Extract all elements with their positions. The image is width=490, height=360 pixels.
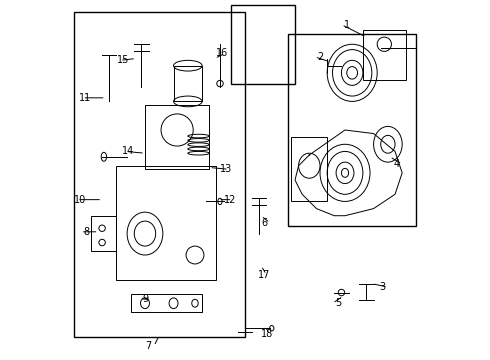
Bar: [292, 137, 327, 202]
Text: 18: 18: [261, 329, 273, 339]
Text: 3: 3: [379, 282, 385, 292]
Bar: [131, 294, 202, 312]
Bar: [74, 12, 245, 337]
Bar: [117, 166, 217, 280]
Text: 15: 15: [117, 55, 129, 65]
Text: 9: 9: [143, 294, 148, 303]
Text: 6: 6: [261, 218, 267, 228]
Text: 16: 16: [217, 48, 229, 58]
Text: 7: 7: [145, 341, 151, 351]
Bar: [231, 5, 295, 84]
Text: 8: 8: [83, 227, 90, 237]
Text: 4: 4: [393, 159, 399, 169]
Bar: [173, 66, 202, 102]
Text: 14: 14: [122, 147, 134, 157]
Text: 5: 5: [335, 298, 342, 308]
Bar: [288, 33, 416, 226]
Text: 17: 17: [258, 270, 270, 280]
Text: 10: 10: [74, 195, 86, 204]
Text: 2: 2: [318, 52, 323, 62]
Text: 11: 11: [79, 93, 92, 103]
Bar: [145, 105, 209, 169]
Text: 13: 13: [220, 164, 232, 174]
Text: 12: 12: [223, 195, 236, 204]
Bar: [92, 216, 117, 251]
Text: 1: 1: [344, 19, 350, 30]
Bar: [363, 30, 406, 80]
